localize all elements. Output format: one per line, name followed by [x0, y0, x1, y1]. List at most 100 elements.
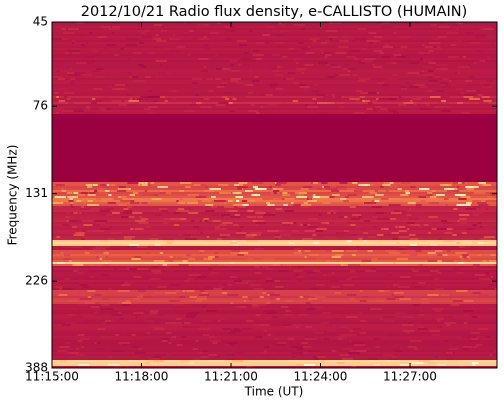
spectrogram-cell — [81, 80, 90, 82]
spectrogram-cell — [388, 358, 399, 360]
spectrogram-cell — [450, 304, 460, 306]
spectrogram-cell — [453, 268, 461, 270]
spectrogram-cell — [392, 292, 404, 294]
spectrogram-row — [52, 208, 497, 210]
spectrogram-cell — [325, 30, 338, 32]
spectrogram-cell — [187, 326, 200, 328]
spectrogram-cell — [357, 80, 366, 82]
spectrogram-cell — [275, 238, 278, 240]
spectrogram-cell — [136, 296, 145, 298]
spectrogram-cell — [106, 238, 115, 240]
spectrogram-cell — [143, 226, 152, 228]
spectrogram-row — [52, 180, 497, 182]
spectrogram-cell — [81, 192, 88, 194]
spectrogram-cell — [472, 200, 481, 202]
spectrogram-cell — [477, 242, 484, 244]
spectrogram-cell — [167, 236, 175, 238]
spectrogram-cell — [362, 100, 371, 102]
spectrogram-cell — [265, 280, 274, 282]
spectrogram-cell — [59, 346, 70, 348]
spectrogram-cell — [123, 208, 129, 210]
spectrogram-cell — [369, 192, 378, 194]
spectrogram-cell — [383, 112, 393, 114]
spectrogram-cell — [102, 96, 109, 98]
spectrogram-cell — [72, 324, 80, 326]
spectrogram-row — [52, 162, 497, 164]
spectrogram-cell — [295, 274, 299, 276]
spectrogram-cell — [294, 198, 298, 200]
spectrogram-cell — [180, 198, 183, 200]
spectrogram-cell — [361, 106, 370, 108]
spectrogram-cell — [321, 42, 328, 44]
spectrogram-cell — [396, 258, 409, 260]
spectrogram-cell — [95, 302, 100, 304]
spectrogram-cell — [418, 314, 425, 316]
spectrogram-cell — [428, 80, 438, 82]
spectrogram-cell — [394, 344, 401, 346]
spectrogram-cell — [88, 324, 95, 326]
spectrogram-cell — [69, 246, 81, 248]
spectrogram-cell — [297, 280, 303, 282]
spectrogram-cell — [246, 320, 254, 322]
spectrogram-cell — [64, 254, 71, 256]
spectrogram-cell — [372, 64, 376, 66]
spectrogram-cell — [87, 98, 92, 100]
spectrogram-cell — [335, 336, 347, 338]
spectrogram-cell — [393, 32, 397, 34]
spectrogram-cell — [255, 314, 261, 316]
spectrogram-cell — [487, 34, 495, 36]
y-axis-label: Frequency (MHz) — [6, 145, 20, 246]
spectrogram-cell — [253, 210, 262, 212]
spectrogram-cell — [151, 270, 162, 272]
spectrogram-cell — [421, 70, 425, 72]
spectrogram-cell — [274, 188, 284, 190]
spectrogram-cell — [402, 324, 414, 326]
spectrogram-cell — [109, 226, 112, 228]
spectrogram-cell — [159, 64, 163, 66]
spectrogram-cell — [393, 262, 396, 264]
spectrogram-cell — [198, 328, 206, 330]
spectrogram-cell — [364, 220, 371, 222]
spectrogram-cell — [54, 196, 66, 198]
spectrogram-cell — [275, 208, 283, 210]
spectrogram-cell — [91, 60, 95, 62]
spectrogram-cell — [224, 312, 227, 314]
spectrogram-cell — [269, 186, 273, 188]
spectrogram-cell — [433, 278, 439, 280]
spectrogram-cell — [285, 326, 294, 328]
spectrogram-cell — [134, 226, 145, 228]
spectrogram-cell — [429, 330, 436, 332]
spectrogram-cell — [465, 186, 473, 188]
spectrogram-cell — [153, 360, 164, 362]
spectrogram-row — [52, 220, 497, 222]
spectrogram-cell — [418, 282, 426, 284]
spectrogram-cell — [441, 30, 448, 32]
spectrogram-cell — [485, 272, 489, 274]
spectrogram-cell — [265, 26, 275, 28]
spectrogram-cell — [452, 234, 457, 236]
spectrogram-cell — [157, 264, 163, 266]
spectrogram-cell — [112, 26, 121, 28]
spectrogram-row — [52, 44, 497, 46]
spectrogram-cell — [342, 284, 355, 286]
spectrogram-cell — [215, 274, 220, 276]
spectrogram-cell — [240, 58, 252, 60]
spectrogram-cell — [312, 300, 323, 302]
spectrogram-cell — [321, 182, 328, 184]
spectrogram-cell — [244, 84, 248, 86]
spectrogram-cell — [120, 200, 131, 202]
spectrogram-row — [52, 194, 497, 196]
spectrogram-cell — [203, 258, 209, 260]
spectrogram-cell — [287, 72, 295, 74]
spectrogram-cell — [456, 272, 464, 274]
spectrogram-cell — [218, 184, 229, 186]
spectrogram-cell — [309, 182, 318, 184]
spectrogram-cell — [164, 48, 169, 50]
spectrogram-cell — [241, 328, 253, 330]
spectrogram-cell — [271, 68, 276, 70]
spectrogram-cell — [151, 266, 159, 268]
spectrogram-cell — [161, 354, 172, 356]
spectrogram-cell — [126, 94, 133, 96]
spectrogram-cell — [483, 100, 492, 102]
spectrogram-cell — [486, 80, 494, 82]
